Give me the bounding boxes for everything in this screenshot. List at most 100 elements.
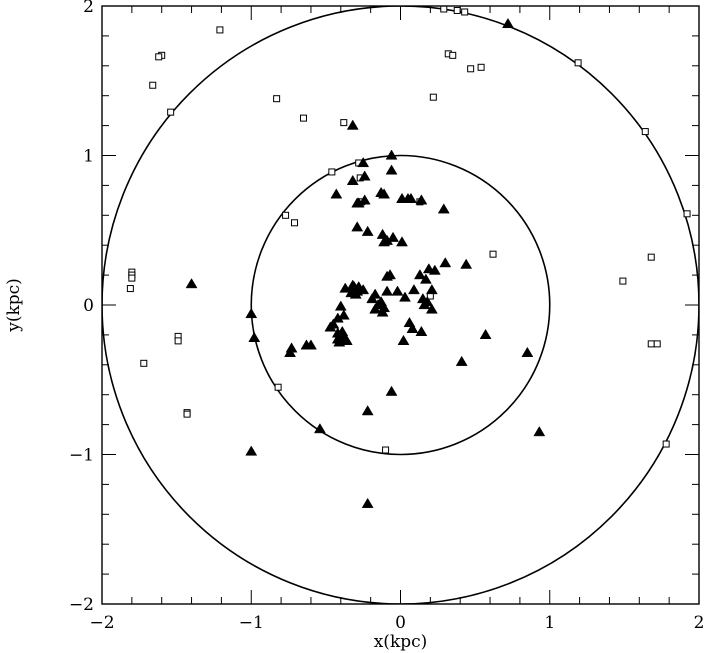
open-square-marker <box>574 59 582 67</box>
filled-triangle-marker <box>479 328 492 339</box>
filled-triangle-marker <box>357 284 370 295</box>
filled-triangle-marker <box>391 285 404 296</box>
filled-triangle-marker <box>396 236 408 247</box>
open-square-marker <box>477 63 485 71</box>
open-square-marker <box>429 93 437 101</box>
x-tick-labels: −2 −1 0 1 2 <box>89 613 704 633</box>
open-square-marker <box>299 114 307 122</box>
filled-triangle-marker <box>324 321 337 332</box>
filled-triangle-marker <box>502 17 514 29</box>
open-square-marker <box>140 359 148 367</box>
x-axis-label: x(kpc) <box>374 632 428 652</box>
filled-triangle-marker <box>284 346 296 357</box>
filled-triangle-marker <box>331 312 344 323</box>
filled-triangle-marker <box>428 264 441 275</box>
filled-triangle-marker <box>460 258 473 269</box>
filled-triangle-marker <box>455 355 468 366</box>
filled-triangle-marker <box>405 192 417 203</box>
filled-triangle-marker <box>439 257 452 268</box>
open-square-marker <box>274 383 282 391</box>
open-square-marker <box>155 53 163 61</box>
filled-triangle-marker <box>376 228 389 239</box>
data-points <box>126 5 691 508</box>
filled-triangle-marker <box>248 331 261 342</box>
plot-frame <box>101 5 700 605</box>
filled-triangle-marker <box>415 194 428 205</box>
open-square-marker <box>619 277 627 285</box>
filled-triangle-marker <box>334 300 347 311</box>
open-square-marker <box>647 253 655 261</box>
y-axis-label: y(kpc) <box>4 278 24 333</box>
filled-triangle-marker <box>385 385 398 396</box>
reference-circle-r1 <box>250 154 551 456</box>
open-square-marker <box>216 26 224 34</box>
open-square-marker <box>328 168 336 176</box>
open-square-marker <box>653 340 661 348</box>
open-square-marker <box>641 128 649 136</box>
filled-triangle-marker <box>361 225 374 236</box>
y-tick-label: −2 <box>69 595 94 615</box>
filled-triangle-marker <box>437 203 450 214</box>
filled-triangle-marker <box>337 309 350 320</box>
filled-triangle-marker <box>361 497 374 508</box>
filled-triangle-marker <box>397 334 410 345</box>
filled-triangle-marker <box>357 156 370 168</box>
x-tick-label: 1 <box>544 613 555 633</box>
x-tick-label: 2 <box>694 613 704 633</box>
open-square-marker <box>647 340 655 348</box>
y-tick-label: 1 <box>83 147 94 167</box>
x-tick-label: −2 <box>89 613 114 633</box>
filled-triangle-marker <box>378 188 391 199</box>
reference-circles <box>102 6 699 604</box>
open-square-marker <box>340 119 348 127</box>
open-square-marker <box>174 337 182 345</box>
filled-triangle-marker <box>185 278 198 289</box>
filled-triangle-marker <box>425 303 438 314</box>
filled-triangle-marker <box>305 339 317 350</box>
filled-triangle-marker <box>385 149 398 160</box>
filled-triangle-marker <box>425 284 438 295</box>
x-tick-label: −1 <box>239 613 264 633</box>
open-square-marker <box>291 219 299 227</box>
reference-circle-r2 <box>102 6 699 604</box>
filled-triangle-marker <box>421 296 434 307</box>
filled-triangle-marker <box>385 164 398 175</box>
open-square-marker <box>440 5 448 13</box>
filled-triangle-marker <box>352 197 365 208</box>
filled-triangle-marker <box>521 346 534 357</box>
open-square-marker <box>461 8 469 16</box>
filled-triangle-marker <box>419 273 432 284</box>
filled-triangle-marker <box>351 221 364 232</box>
open-square-marker <box>126 285 134 293</box>
filled-triangle-marker <box>245 445 258 456</box>
open-square-marker <box>167 108 175 116</box>
filled-triangle-marker <box>415 325 428 337</box>
y-tick-label: −1 <box>69 446 94 466</box>
open-square-marker <box>467 65 475 73</box>
axis-ticks <box>101 5 700 605</box>
filled-triangle-marker <box>361 405 374 416</box>
y-tick-label: 0 <box>83 296 94 316</box>
open-square-marker <box>282 211 290 219</box>
filled-triangle-marker <box>346 119 359 130</box>
open-square-marker <box>449 51 457 59</box>
filled-triangle-marker <box>358 170 371 181</box>
filled-triangle-marker <box>406 322 419 334</box>
open-square-marker <box>128 274 136 282</box>
filled-triangle-marker <box>245 307 258 319</box>
open-square-marker <box>382 446 390 454</box>
filled-triangle-marker <box>399 291 411 302</box>
open-square-marker <box>489 250 497 258</box>
filled-triangle-marker <box>413 269 426 280</box>
filled-triangle-marker <box>387 231 399 242</box>
open-square-marker <box>183 410 191 418</box>
filled-triangle-marker <box>330 188 343 199</box>
open-square-marker <box>662 440 670 448</box>
filled-triangle-marker <box>339 282 352 293</box>
y-tick-label: 2 <box>83 0 94 17</box>
filled-triangle-marker <box>533 426 546 437</box>
x-tick-label: 0 <box>395 613 406 633</box>
filled-triangle-marker <box>358 194 371 205</box>
filled-triangle-marker <box>384 269 396 280</box>
